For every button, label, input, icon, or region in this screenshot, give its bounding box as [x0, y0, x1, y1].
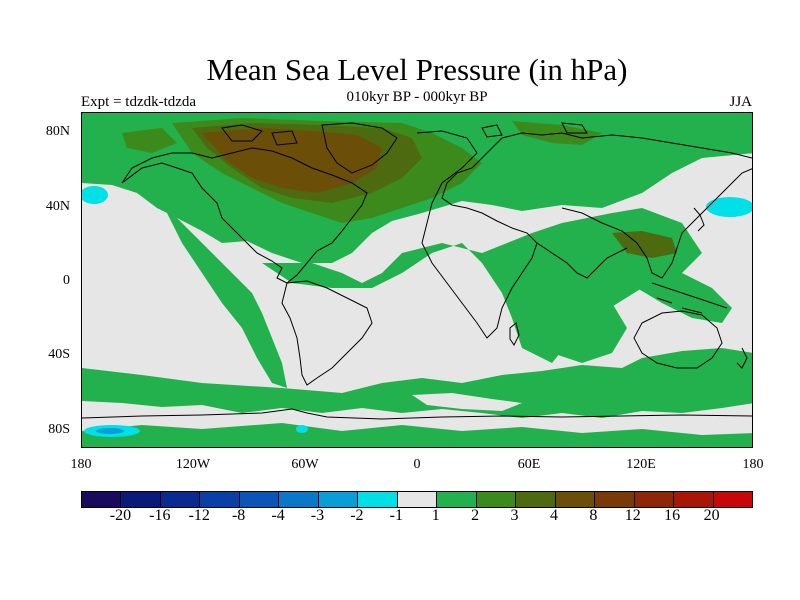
americas-green-region	[162, 203, 287, 388]
asia-coast	[536, 134, 752, 279]
colorbar-swatch	[200, 492, 240, 507]
greenland-coast	[321, 122, 398, 174]
colorbar-label: 2	[471, 507, 480, 524]
lat-label-40s: 40S	[48, 347, 70, 362]
colorbar-swatch	[674, 492, 714, 507]
colorbar-swatch	[121, 492, 161, 507]
northwest-pacific-cyan	[706, 197, 752, 217]
colorbar-label: -1	[389, 507, 403, 524]
lon-label-60w: 60W	[291, 457, 319, 472]
lat-label-eq: 0	[63, 273, 70, 288]
lat-label-80n: 80N	[45, 124, 70, 139]
southern-neutral-pocket-east	[642, 413, 732, 427]
lon-label-120e: 120E	[626, 457, 656, 472]
colorbar-label: -16	[149, 507, 171, 524]
pressure-anomaly-map	[81, 112, 753, 448]
map-canvas	[82, 113, 752, 447]
colorbar-swatch	[358, 492, 398, 507]
alaska-dark-green	[122, 128, 177, 153]
lon-label-60e: 60E	[517, 457, 541, 472]
australia-coast	[633, 310, 723, 369]
colorbar-swatch	[160, 492, 201, 507]
colorbar-swatch	[239, 492, 280, 507]
colorbar-label: -4	[271, 507, 285, 524]
colorbar-label: 3	[510, 507, 519, 524]
europe-africa-coast	[416, 130, 583, 339]
colorbar-label: -12	[188, 507, 210, 524]
colorbar-swatch	[516, 492, 556, 507]
colorbar-swatch	[437, 492, 477, 507]
southern-ocean-green	[82, 348, 752, 418]
colorbar-label: -3	[310, 507, 325, 524]
colorbar	[81, 491, 753, 508]
arctic-islands-coast	[221, 122, 588, 146]
chart-subtitle: 010kyr BP - 000kyr BP	[346, 89, 488, 105]
japan-coast	[693, 207, 705, 232]
indian-ocean-green	[522, 273, 627, 363]
colorbar-swatch	[82, 492, 122, 507]
antarctic-green	[82, 423, 752, 447]
experiment-label: Expt = tdzdk-tdzda	[81, 94, 197, 110]
tropical-atlantic-green	[262, 208, 702, 363]
madagascar-coast	[509, 322, 520, 346]
west-pacific-green	[622, 253, 732, 323]
colorbar-label: -20	[109, 507, 132, 524]
colorbar-label: 16	[664, 507, 681, 524]
north-america-coast	[121, 147, 368, 284]
maritime-continent-coast	[651, 282, 728, 314]
colorbar-swatch	[318, 492, 359, 507]
south-america-coast	[281, 280, 373, 386]
colorbar-label: 12	[624, 507, 641, 524]
colorbar-swatch	[634, 492, 675, 507]
colorbar-label: 20	[703, 507, 720, 524]
new-zealand-coast	[736, 347, 748, 369]
lon-label-120w: 120W	[175, 457, 211, 472]
lon-label-180w: 180	[70, 457, 92, 472]
east-asia-olive	[612, 231, 677, 258]
colorbar-label: 4	[549, 507, 558, 524]
coastlines	[82, 122, 752, 420]
colorbar-label: 1	[431, 507, 440, 524]
colorbar-label: -8	[231, 507, 246, 524]
lat-label-80s: 80S	[48, 422, 70, 437]
southern-pacific-blue	[96, 428, 124, 434]
colorbar-swatch	[595, 492, 635, 507]
lat-label-40n: 40N	[45, 199, 70, 214]
season-label: JJA	[729, 94, 752, 110]
north-pacific-cyan	[82, 186, 108, 204]
antarctica-coast	[82, 408, 752, 420]
colorbar-label: -2	[350, 507, 364, 524]
colorbar-swatch	[476, 492, 517, 507]
colorbar-swatch	[279, 492, 319, 507]
southern-neutral-pocket	[412, 393, 522, 411]
weddell-cyan	[296, 425, 308, 433]
lon-label-0: 0	[413, 457, 421, 472]
colorbar-swatch	[555, 492, 596, 507]
colorbar-swatch	[713, 492, 752, 507]
colorbar-swatch	[397, 492, 438, 507]
chart-title: Mean Sea Level Pressure (in hPa)	[206, 52, 628, 87]
colorbar-label: 8	[589, 507, 598, 524]
lon-label-180e: 180	[742, 457, 764, 472]
